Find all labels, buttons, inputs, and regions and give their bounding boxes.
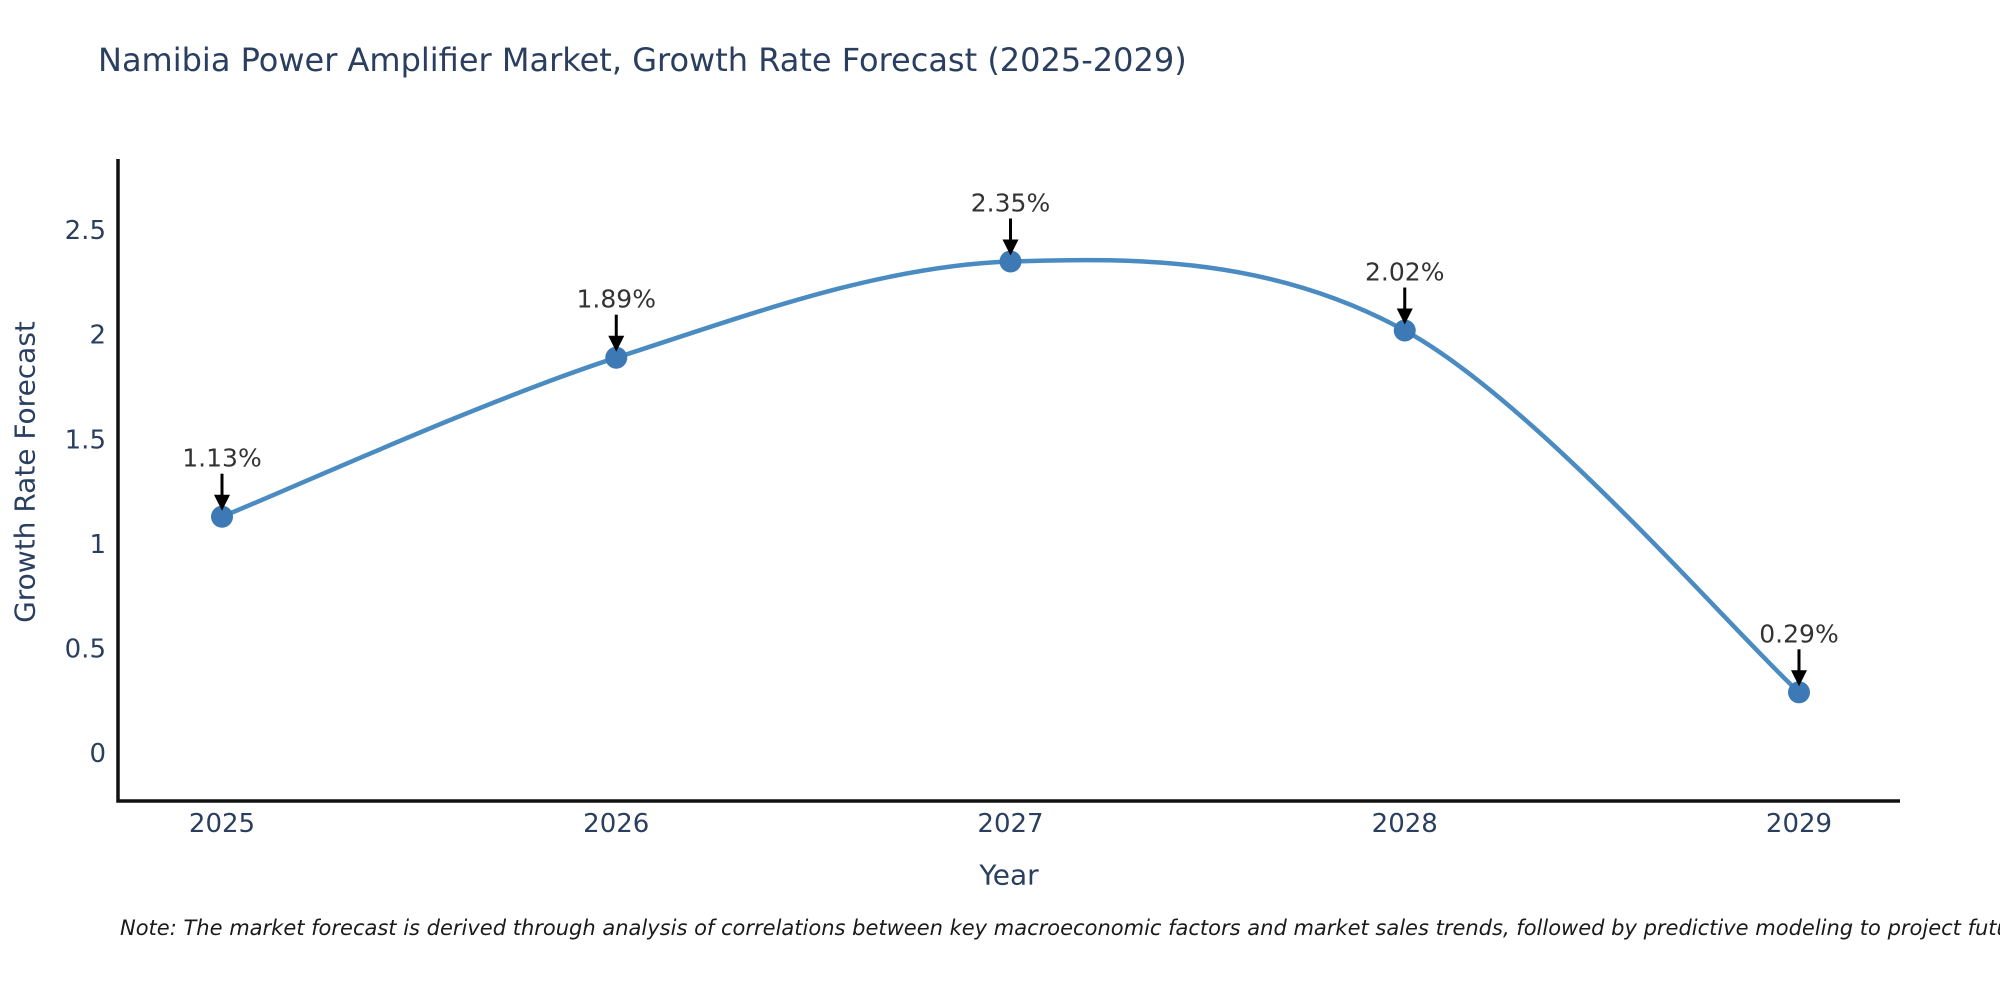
data-point-2026 <box>605 346 628 369</box>
y-tick-label: 0 <box>89 739 106 769</box>
annotation-arrowhead <box>1396 308 1413 325</box>
footnote: Note: The market forecast is derived thr… <box>120 916 2000 940</box>
x-tick-label: 2028 <box>1372 809 1438 839</box>
y-tick-label: 0.5 <box>65 634 106 664</box>
x-tick-label: 2029 <box>1766 809 1832 839</box>
y-tick-label: 2 <box>89 321 106 351</box>
data-point-2025 <box>211 505 233 528</box>
annotation-label: 2.02% <box>1365 258 1444 287</box>
chart-title: Namibia Power Amplifier Market, Growth R… <box>98 41 1187 79</box>
annotation-arrowhead <box>608 335 625 352</box>
annotation-label: 1.89% <box>577 285 656 314</box>
data-point-2027 <box>999 250 1022 273</box>
y-tick-label: 2.5 <box>65 216 106 246</box>
data-point-2029 <box>1788 681 1810 704</box>
trend-line <box>219 257 1802 695</box>
annotation-label: 2.35% <box>971 189 1050 218</box>
data-point-2028 <box>1393 319 1416 342</box>
x-tick-label: 2025 <box>189 809 255 839</box>
x-axis-title: Year <box>979 858 1039 892</box>
annotation-arrowhead <box>1002 239 1019 256</box>
x-tick-label: 2027 <box>977 809 1043 839</box>
annotation-arrowhead <box>1791 670 1807 687</box>
x-tick-label: 2026 <box>583 809 649 839</box>
annotation-arrowhead <box>214 494 230 511</box>
axis-lines <box>116 159 1900 803</box>
y-axis-title: Growth Rate Forecast <box>8 321 42 623</box>
annotation-label: 1.13% <box>182 444 261 473</box>
y-tick-label: 1.5 <box>65 425 106 455</box>
annotation-label: 0.29% <box>1759 619 1838 648</box>
y-tick-label: 1 <box>89 530 106 560</box>
